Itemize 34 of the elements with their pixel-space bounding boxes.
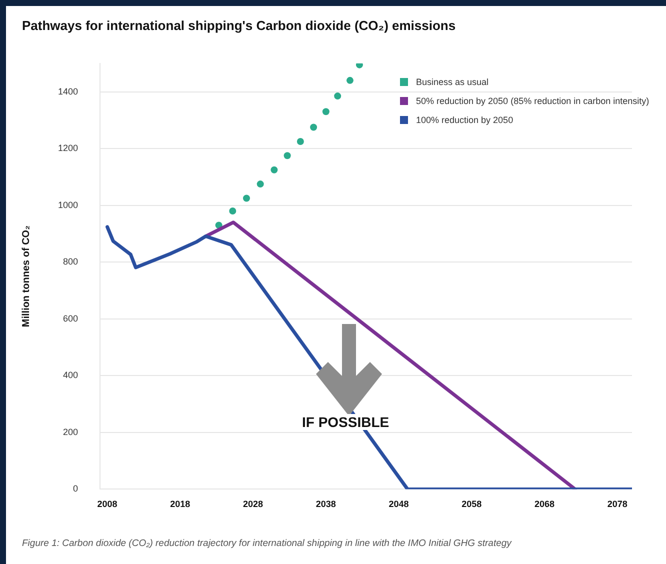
x-tick-label: 2008 (97, 499, 118, 510)
point (322, 108, 330, 116)
point (296, 138, 304, 145)
point (284, 152, 291, 160)
point (270, 166, 278, 174)
legend-label: Business as usual (416, 76, 489, 86)
annotation: IF POSSIBLE (300, 414, 392, 430)
x-tick-label: 2028 (243, 499, 264, 510)
x-tick-label: 2058 (462, 499, 482, 510)
point (334, 92, 342, 100)
chart-title: Pathways for international shipping's Carbon dioxide (CO₂) emissions (22, 18, 456, 33)
y-tick-label: 400 (62, 370, 78, 380)
x-tick-label: 2068 (534, 499, 555, 510)
point (310, 124, 318, 131)
y-tick-label: 1400 (58, 86, 78, 96)
y-tick-label: 200 (62, 426, 78, 437)
point (256, 180, 264, 188)
y-tick-label: 800 (62, 256, 78, 267)
x-tick-label: 2038 (316, 499, 336, 510)
point (356, 63, 363, 68)
legend-label: 100% reduction by 2050 (416, 114, 514, 124)
point (243, 194, 250, 202)
x-tick-label: 2078 (607, 499, 628, 510)
legend-label: 50% reduction by 2050 (85% reduction in carbon intensity) (416, 96, 650, 106)
y-tick-label: 1200 (58, 143, 78, 154)
point (229, 208, 236, 215)
x-tick-label: 2048 (388, 499, 409, 510)
x-tick-label: 2018 (170, 499, 190, 510)
y-tick-label: 600 (62, 313, 78, 324)
y-tick-label: 0 (73, 484, 78, 494)
point (346, 76, 354, 84)
y-axis-title: Million tonnes of CO₂ (20, 225, 32, 328)
caption: Figure 1: Carbon dioxide (CO₂) reduction trajectory for international shipping in line with the IMO Initial GHG strategy (22, 538, 512, 549)
y-tick-label: 1000 (58, 200, 78, 210)
